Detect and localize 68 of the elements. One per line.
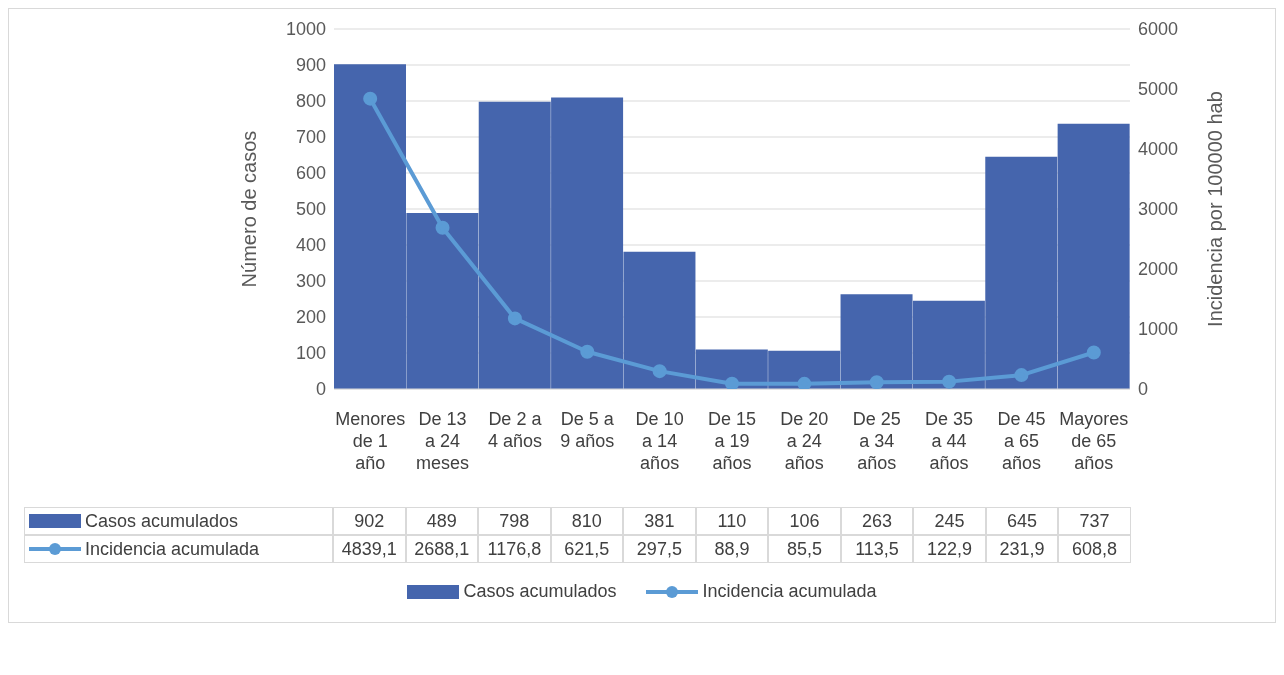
data-label: 113,5 [840,535,914,563]
y2-tick-label: 5000 [1138,79,1179,100]
data-label: 297,5 [623,535,696,563]
y-tick-label: 500 [295,199,326,220]
point [797,376,812,389]
data-label: 810 [550,507,624,535]
x-tick-label: Menores de 1 año [335,409,406,473]
data-label: 737 [1058,507,1131,535]
text: Incidencia acumulada [702,581,877,601]
data-label: 4839,1 [333,535,406,563]
data-label: 902 [333,507,406,535]
x-tick-label: De 5 a 9 años [560,409,615,451]
point [580,344,595,359]
x-tick-label: De 45 a 65 años [997,409,1046,473]
x-tick-label: De 2 a 4 años [487,409,543,451]
y2-tick-label: 1000 [1138,319,1179,340]
data-label: 621,5 [550,535,624,563]
data-label: 2688,1 [405,535,479,563]
y-tick-label: 300 [295,271,326,292]
data-label: 489 [405,507,479,535]
data-label: 231,9 [985,535,1059,563]
point [942,374,957,389]
x-tick-label: Mayores de 65 años [1059,409,1129,473]
point [507,311,522,326]
data-label: 608,8 [1058,535,1131,563]
y-tick-label: 200 [295,307,326,328]
text: Casos acumulados [463,581,617,601]
point [435,220,450,235]
data-label: 798 [478,507,551,535]
y2-tick-label: 0 [1138,379,1149,400]
y-tick-label: 1000 [285,19,326,40]
data-label: 381 [623,507,696,535]
y-tick-label: 100 [295,343,326,364]
x-tick-label: De 35 a 44 años [925,409,974,473]
y-tick-label: 900 [295,55,326,76]
point [869,375,884,389]
point [652,364,667,379]
y2-tick-label: 4000 [1138,139,1179,160]
point [1086,345,1101,360]
y2-axis-title: Incidencia por 100000 hab [1204,91,1227,327]
y-tick-label: 600 [295,163,326,184]
data-label: 85,5 [768,535,841,563]
x-tick-label: De 10 a 14 años [635,409,684,473]
y2-tick-label: 3000 [1138,199,1179,220]
point [1014,368,1029,383]
y-tick-label: 400 [295,235,326,256]
data-label: 88,9 [695,535,769,563]
data-label: 122,9 [913,535,986,563]
data-label: 245 [913,507,986,535]
point [725,376,739,389]
y2-tick-label: 6000 [1138,19,1179,40]
data-label: 106 [768,507,841,535]
data-label: 645 [985,507,1059,535]
data-label: 1176,8 [478,535,551,563]
x-tick-label: De 20 a 24 años [780,409,829,473]
y-axis-title: Número de casos [238,130,261,288]
data-label: 110 [695,507,769,535]
x-tick-label: De 15 a 19 años [707,409,757,473]
point [363,91,378,106]
legend-label: Incidencia acumulada [85,538,260,560]
x-tick-label: De 13 a 24 meses [416,409,470,473]
y-tick-label: 700 [295,127,326,148]
data-label: 263 [840,507,914,535]
legend-label: Casos acumulados [85,510,239,532]
y-tick-label: 800 [295,91,326,112]
y-tick-label: 0 [315,379,326,400]
y2-tick-label: 2000 [1138,259,1179,280]
x-tick-label: De 25 a 34 años [852,409,901,473]
